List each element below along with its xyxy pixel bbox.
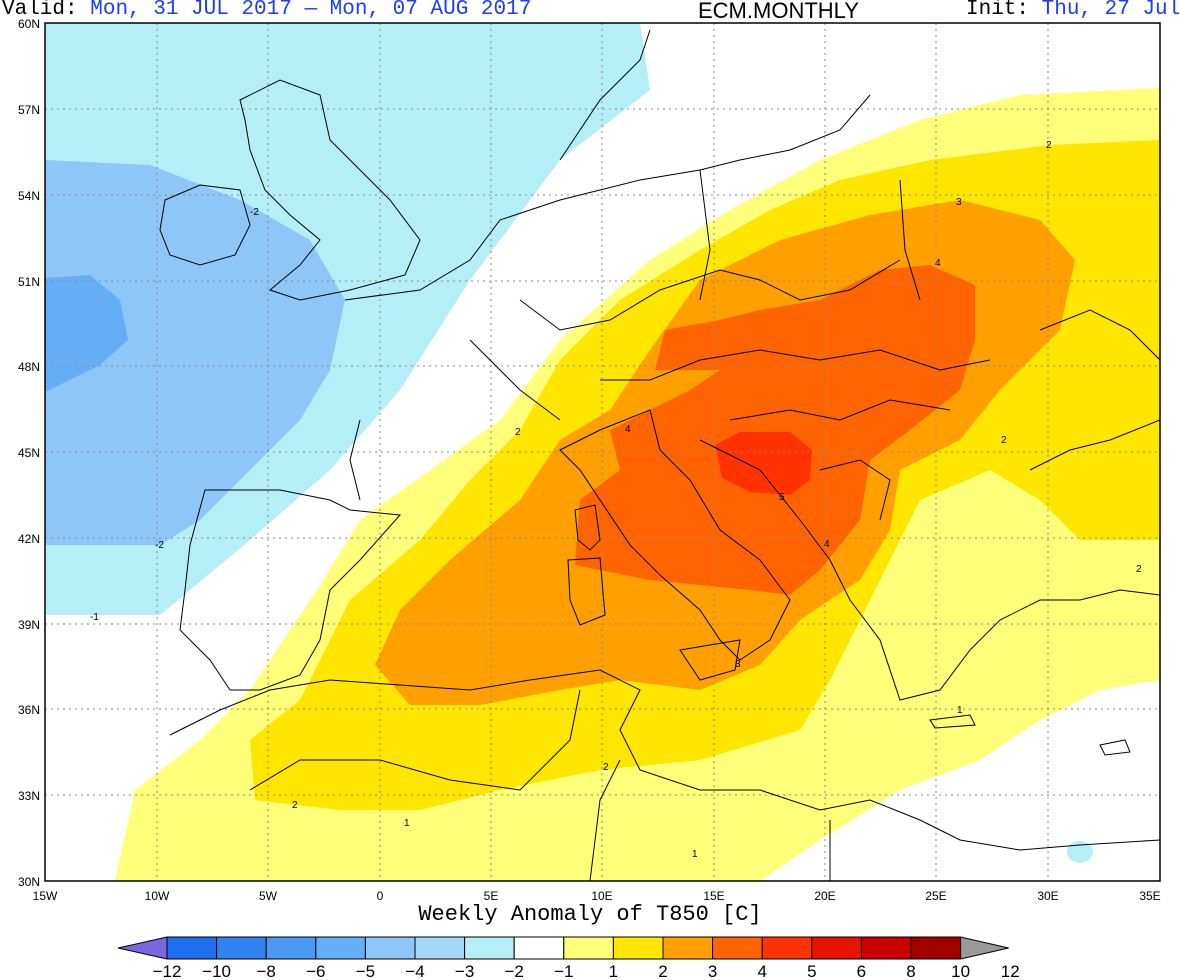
colorbar-tick-label: −4 — [405, 962, 424, 980]
colorbar-arrow-high — [960, 936, 1009, 960]
colorbar-tick-label: −6 — [306, 962, 325, 980]
colorbar-tick-label: 4 — [757, 962, 766, 980]
contour-label: 4 — [824, 539, 830, 550]
lon-label: 25E — [925, 889, 946, 903]
init-date: Thu, 27 Jul — [1041, 0, 1180, 21]
lat-label: 54N — [18, 189, 40, 203]
colorbar-arrow-low — [117, 936, 168, 960]
colorbar-tick-label: 3 — [708, 962, 717, 980]
field-minus2 — [45, 160, 345, 545]
contour-labels: -2 -2 -1 2 2 2 1 1 2 3 4 4 5 4 2 2 3 1 — [90, 140, 1142, 860]
lon-label: 30E — [1037, 889, 1058, 903]
contour-label: 4 — [625, 424, 631, 435]
lat-label: 33N — [18, 789, 40, 803]
contour-label: 3 — [735, 659, 741, 670]
colorbar-tick-label: 1 — [609, 962, 618, 980]
colorbar-swatch — [265, 936, 317, 960]
contour-label: 2 — [1136, 564, 1142, 575]
lon-label: 10W — [145, 889, 170, 903]
valid-label: Valid: — [2, 0, 78, 21]
contour-label: 2 — [515, 427, 521, 438]
colorbar-swatch — [414, 936, 466, 960]
colorbar-swatch — [464, 936, 515, 960]
colorbar-tick-label: 8 — [906, 962, 915, 980]
lat-label: 51N — [18, 275, 40, 289]
graticule — [45, 23, 1160, 881]
coastlines — [159, 29, 1160, 881]
lat-label: 39N — [18, 618, 40, 632]
map-field — [45, 23, 1160, 881]
latitude-labels: 60N 57N 54N 51N 48N 45N 42N 39N 36N 33N … — [18, 17, 40, 889]
colorbar-swatch — [612, 936, 664, 960]
longitude-labels: 15W 10W 5W 0 5E 10E 15E 20E 25E 30E 35E — [33, 889, 1161, 903]
valid-range: Mon, 31 JUL 2017 — Mon, 07 AUG 2017 — [90, 0, 532, 21]
colorbar-swatch — [364, 936, 416, 960]
colorbar-swatch — [712, 936, 763, 960]
colorbar-swatch — [860, 936, 912, 960]
valid-range-header: Valid: Mon, 31 JUL 2017 — Mon, 07 AUG 20… — [2, 0, 531, 21]
lon-label: 35E — [1139, 889, 1160, 903]
lat-label: 30N — [18, 875, 40, 889]
colorbar-tick-label: 10 — [951, 962, 970, 980]
lat-label: 42N — [18, 532, 40, 546]
contour-label: -1 — [90, 612, 99, 623]
colorbar-tick-label: −3 — [455, 962, 474, 980]
lon-label: 0 — [377, 889, 384, 903]
lon-label: 15W — [33, 889, 58, 903]
colorbar-tick-label: −5 — [356, 962, 375, 980]
field-plus4 — [575, 265, 975, 595]
contour-label: 2 — [292, 800, 298, 811]
lon-label: 15E — [703, 889, 724, 903]
colorbar-tick-label: 5 — [807, 962, 816, 980]
lon-label: 10E — [591, 889, 612, 903]
colorbar-tick-label: 6 — [857, 962, 866, 980]
colorbar-swatch — [563, 936, 614, 960]
field-plus5 — [715, 432, 812, 495]
colorbar-title: Weekly Anomaly of T850 [C] — [418, 902, 762, 927]
contour-label: 1 — [692, 849, 698, 860]
lon-label: 5E — [484, 889, 499, 903]
contour-label: 4 — [935, 258, 941, 269]
contour-label: 3 — [956, 197, 962, 208]
lon-label: 5W — [259, 889, 278, 903]
init-header: Init: Thu, 27 Jul — [966, 0, 1180, 21]
contour-label: 1 — [957, 705, 963, 716]
map-frame — [44, 22, 1161, 882]
lat-label: 48N — [18, 360, 40, 374]
colorbar-swatch — [662, 936, 714, 960]
contour-label: 2 — [603, 762, 609, 773]
colorbar-tick-label: −1 — [554, 962, 573, 980]
colorbar-swatch — [166, 936, 218, 960]
contour-label: -2 — [155, 540, 164, 551]
colorbar-tick-label: 12 — [1001, 962, 1020, 980]
lat-label: 60N — [18, 17, 40, 31]
lat-label: 36N — [18, 703, 40, 717]
colorbar-tick-label: −12 — [153, 962, 182, 980]
colorbar-swatch — [216, 936, 267, 960]
colorbar-swatch — [315, 936, 366, 960]
contour-label: 2 — [1046, 140, 1052, 151]
contour-label: -2 — [250, 207, 259, 218]
contour-label: 2 — [1001, 435, 1007, 446]
colorbar-tick-label: −8 — [257, 962, 276, 980]
colorbar: −12 −10 −8 −6 −5 −4 −3 −2 −1 1 2 3 4 5 6 8 10 12 — [117, 936, 1020, 980]
colorbar-tick-label: −2 — [505, 962, 524, 980]
colorbar-swatch — [761, 936, 813, 960]
init-label: Init: — [966, 0, 1030, 21]
field-minus3 — [45, 275, 128, 392]
field-cold-spot — [1067, 841, 1093, 863]
colorbar-swatch — [811, 936, 862, 960]
product-title: ECM.MONTHLY — [698, 0, 859, 23]
contour-label: 1 — [404, 818, 410, 829]
colorbar-tick-label: 2 — [658, 962, 667, 980]
colorbar-tick-label: −10 — [202, 962, 231, 980]
contour-label: 5 — [779, 492, 785, 503]
lon-label: 20E — [814, 889, 835, 903]
lat-label: 45N — [18, 446, 40, 460]
lat-label: 57N — [18, 103, 40, 117]
colorbar-swatch — [910, 936, 962, 960]
colorbar-swatch — [513, 936, 565, 960]
